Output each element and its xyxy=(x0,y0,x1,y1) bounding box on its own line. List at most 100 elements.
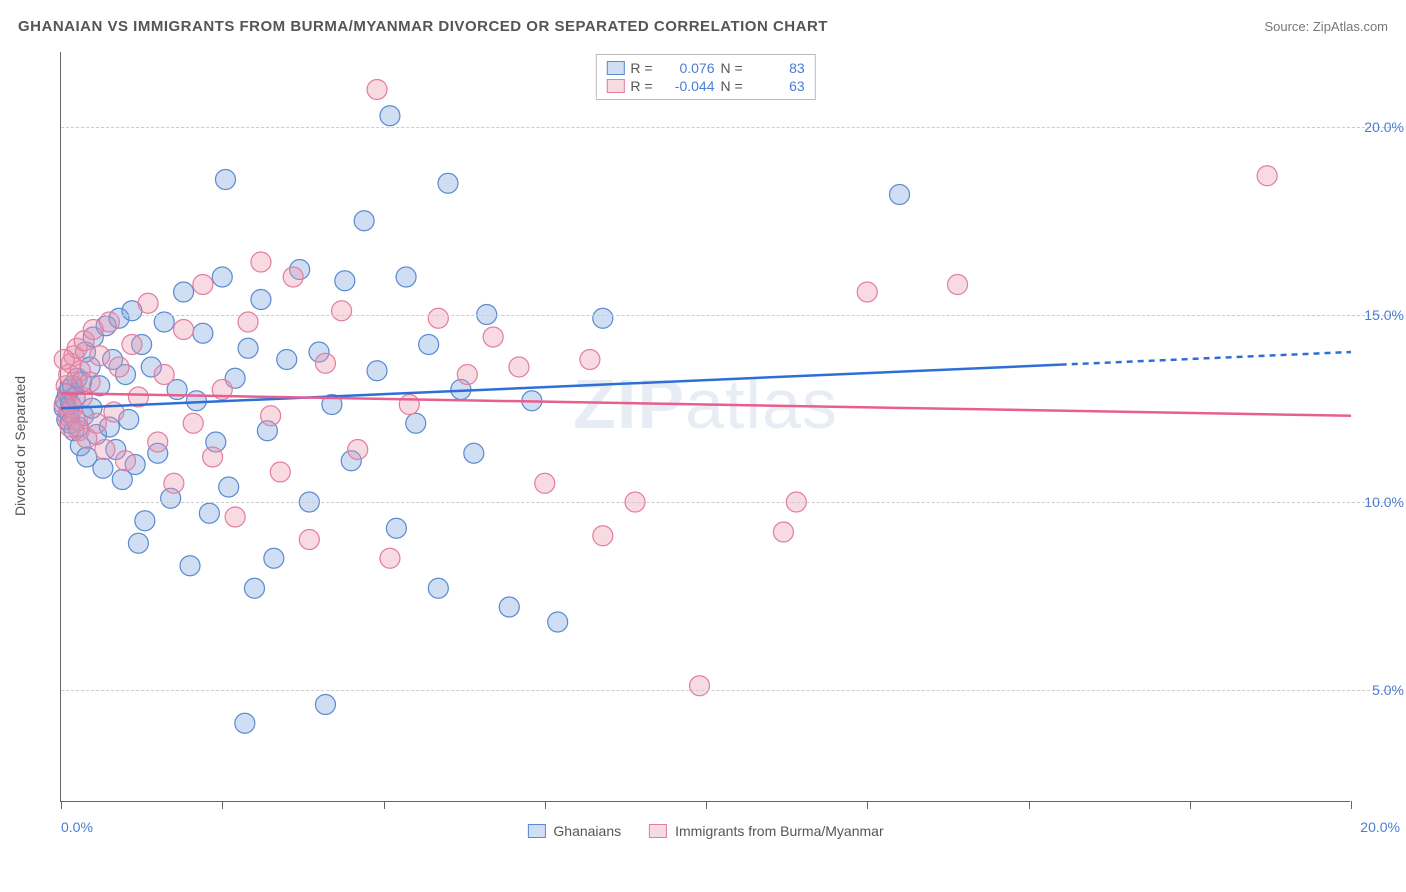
y-tick-label: 10.0% xyxy=(1364,494,1404,510)
x-tick xyxy=(1029,801,1030,809)
y-tick-label: 5.0% xyxy=(1372,682,1404,698)
scatter-point xyxy=(348,440,368,460)
scatter-point xyxy=(212,267,232,287)
chart-title: GHANAIAN VS IMMIGRANTS FROM BURMA/MYANMA… xyxy=(18,18,828,35)
scatter-point xyxy=(283,267,303,287)
trend-line-dashed xyxy=(1061,352,1351,365)
scatter-point xyxy=(890,185,910,205)
legend-stats-row-2: R = -0.044 N = 63 xyxy=(606,77,804,95)
scatter-point xyxy=(315,353,335,373)
scatter-point xyxy=(219,477,239,497)
scatter-point xyxy=(135,511,155,531)
gridline-h xyxy=(61,502,1400,503)
scatter-point xyxy=(54,350,74,370)
scatter-point xyxy=(199,503,219,523)
x-tick xyxy=(384,801,385,809)
scatter-point xyxy=(122,335,142,355)
scatter-point xyxy=(245,578,265,598)
scatter-point xyxy=(215,170,235,190)
x-tick xyxy=(545,801,546,809)
scatter-point xyxy=(299,530,319,550)
legend-series-swatch-2 xyxy=(649,824,667,838)
scatter-point xyxy=(1257,166,1277,186)
y-tick-label: 15.0% xyxy=(1364,307,1404,323)
scatter-point xyxy=(116,451,136,471)
y-tick-label: 20.0% xyxy=(1364,119,1404,135)
scatter-point xyxy=(428,578,448,598)
scatter-point xyxy=(354,211,374,231)
scatter-point xyxy=(406,413,426,433)
scatter-point xyxy=(948,275,968,295)
legend-r-value-1: 0.076 xyxy=(663,60,715,76)
scatter-point xyxy=(419,335,439,355)
scatter-point xyxy=(90,346,110,366)
scatter-point xyxy=(174,320,194,340)
scatter-point xyxy=(238,338,258,358)
scatter-point xyxy=(593,526,613,546)
legend-n-value-1: 83 xyxy=(753,60,805,76)
scatter-point xyxy=(203,447,223,467)
scatter-point xyxy=(174,282,194,302)
legend-n-label-1: N = xyxy=(721,60,743,76)
scatter-point xyxy=(857,282,877,302)
x-tick xyxy=(867,801,868,809)
scatter-point xyxy=(261,406,281,426)
x-tick xyxy=(222,801,223,809)
trend-line xyxy=(61,393,1351,416)
scatter-point xyxy=(593,308,613,328)
scatter-point xyxy=(464,443,484,463)
legend-r-label-2: R = xyxy=(630,78,652,94)
scatter-point xyxy=(773,522,793,542)
legend-series-item-1: Ghanaians xyxy=(527,823,621,839)
scatter-point xyxy=(183,413,203,433)
scatter-point xyxy=(509,357,529,377)
scatter-point xyxy=(138,293,158,313)
scatter-point xyxy=(380,548,400,568)
scatter-point xyxy=(251,290,271,310)
scatter-point xyxy=(367,80,387,100)
scatter-point xyxy=(128,533,148,553)
scatter-point xyxy=(277,350,297,370)
scatter-point xyxy=(399,395,419,415)
scatter-point xyxy=(93,458,113,478)
scatter-point xyxy=(225,507,245,527)
scatter-point xyxy=(535,473,555,493)
y-axis-title: Divorced or Separated xyxy=(12,376,28,516)
legend-series: Ghanaians Immigrants from Burma/Myanmar xyxy=(527,823,883,839)
scatter-point xyxy=(86,413,106,433)
x-tick xyxy=(1351,801,1352,809)
scatter-point xyxy=(690,676,710,696)
scatter-point xyxy=(315,695,335,715)
legend-swatch-2 xyxy=(606,79,624,93)
scatter-point xyxy=(380,106,400,126)
gridline-h xyxy=(61,127,1400,128)
scatter-point xyxy=(148,432,168,452)
scatter-point xyxy=(483,327,503,347)
scatter-point xyxy=(193,323,213,343)
x-tick xyxy=(706,801,707,809)
x-tick xyxy=(61,801,62,809)
legend-n-value-2: 63 xyxy=(753,78,805,94)
gridline-h xyxy=(61,690,1400,691)
scatter-point xyxy=(457,365,477,385)
legend-series-item-2: Immigrants from Burma/Myanmar xyxy=(649,823,883,839)
scatter-point xyxy=(235,713,255,733)
chart-header: GHANAIAN VS IMMIGRANTS FROM BURMA/MYANMA… xyxy=(18,18,1388,35)
chart-source: Source: ZipAtlas.com xyxy=(1264,19,1388,34)
scatter-point xyxy=(164,473,184,493)
scatter-point xyxy=(193,275,213,295)
legend-n-label-2: N = xyxy=(721,78,743,94)
legend-r-label-1: R = xyxy=(630,60,652,76)
x-label-min: 0.0% xyxy=(61,819,93,835)
scatter-point xyxy=(251,252,271,272)
scatter-point xyxy=(386,518,406,538)
scatter-point xyxy=(264,548,284,568)
legend-r-value-2: -0.044 xyxy=(663,78,715,94)
scatter-point xyxy=(186,391,206,411)
legend-series-label-2: Immigrants from Burma/Myanmar xyxy=(675,823,883,839)
scatter-point xyxy=(154,365,174,385)
scatter-point xyxy=(499,597,519,617)
scatter-point xyxy=(270,462,290,482)
legend-swatch-1 xyxy=(606,61,624,75)
legend-series-label-1: Ghanaians xyxy=(553,823,621,839)
